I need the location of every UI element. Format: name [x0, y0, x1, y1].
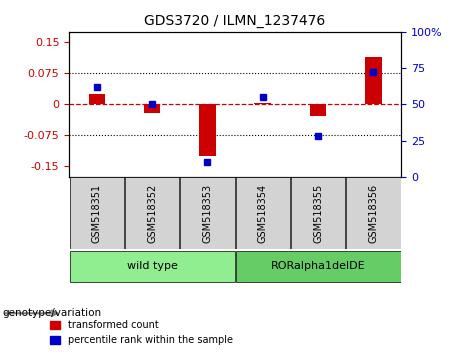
Text: GSM518355: GSM518355	[313, 183, 323, 242]
Text: GSM518354: GSM518354	[258, 183, 268, 242]
Text: genotype/variation: genotype/variation	[2, 308, 101, 318]
Bar	[199, 104, 216, 156]
Bar	[310, 104, 326, 116]
Text: wild type: wild type	[127, 261, 177, 271]
Legend: transformed count, percentile rank within the sample: transformed count, percentile rank withi…	[47, 316, 236, 349]
Title: GDS3720 / ILMN_1237476: GDS3720 / ILMN_1237476	[144, 14, 326, 28]
Bar	[70, 177, 124, 249]
Bar	[365, 57, 382, 104]
Bar	[346, 177, 401, 249]
Bar	[89, 94, 105, 104]
Text: GSM518356: GSM518356	[368, 183, 378, 242]
Text: RORalpha1delDE: RORalpha1delDE	[271, 261, 366, 271]
Bar	[180, 177, 235, 249]
Bar	[125, 177, 179, 249]
Bar	[144, 104, 160, 113]
Bar	[236, 251, 401, 281]
Bar	[254, 103, 271, 104]
Text: GSM518352: GSM518352	[147, 183, 157, 242]
Text: GSM518353: GSM518353	[202, 183, 213, 242]
Bar	[236, 177, 290, 249]
Text: GSM518351: GSM518351	[92, 183, 102, 242]
Bar	[291, 177, 345, 249]
Bar	[70, 251, 235, 281]
